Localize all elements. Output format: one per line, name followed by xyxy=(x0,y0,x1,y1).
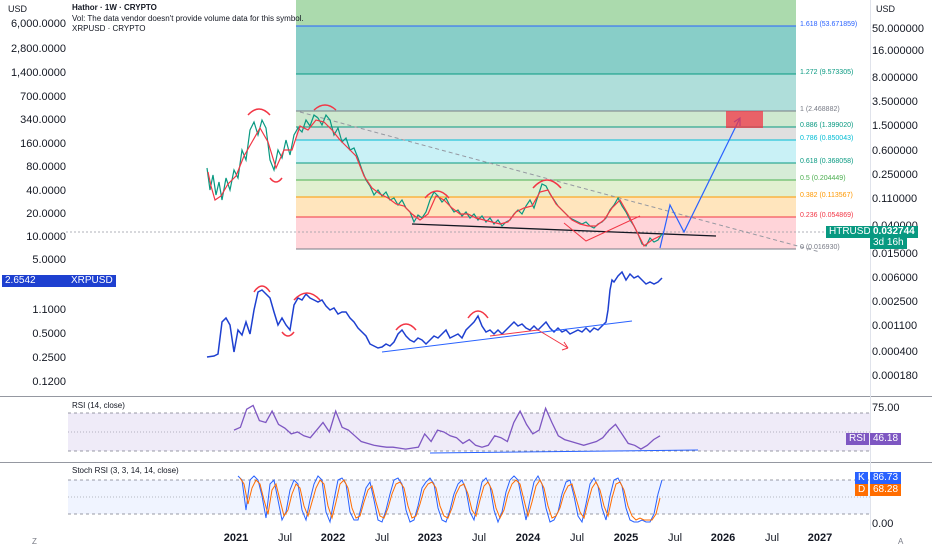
left-tick: 40.0000 xyxy=(26,185,66,197)
left-tick: 0.2500 xyxy=(32,352,66,364)
xrp-symbol: XRPUSD xyxy=(71,275,113,286)
time-tick: 2025 xyxy=(613,532,639,544)
trendline-descending xyxy=(299,111,821,253)
xrp-trendline xyxy=(381,320,633,353)
xrp-price-series xyxy=(206,270,663,358)
fib-label: 0.236 (0.054869) xyxy=(800,212,854,219)
fib-label: 0.886 (1.399020) xyxy=(800,122,854,129)
rsi-axis-tick: 75.00 xyxy=(872,402,900,414)
left-tick: 80.0000 xyxy=(26,161,66,173)
fib-label: 0 (0.016930) xyxy=(800,244,840,251)
xrp-value: 2.6542 xyxy=(5,275,36,286)
currency-left: USD xyxy=(8,4,28,14)
time-tick: Jul xyxy=(569,532,585,544)
right-tick: 0.000180 xyxy=(872,370,918,382)
stoch-title: Stoch RSI (3, 3, 14, 14, close) xyxy=(72,466,179,475)
time-tick: Jul xyxy=(667,532,683,544)
left-tick: 700.0000 xyxy=(20,91,66,103)
right-tick: 0.001100 xyxy=(872,320,918,332)
stoch-rsi-panel[interactable] xyxy=(68,475,870,524)
right-tick: 0.015000 xyxy=(872,248,918,260)
overlay-symbol: XRPUSD · CRYPTO xyxy=(72,24,146,33)
time-tick: Jul xyxy=(277,532,293,544)
right-tick: 0.002500 xyxy=(872,296,918,308)
target-box xyxy=(726,111,763,128)
price-symbol-tag[interactable]: HTRUSD xyxy=(826,226,874,238)
left-tick: 6,000.0000 xyxy=(10,18,66,30)
htr-price-series xyxy=(206,113,663,247)
fib-label: 1 (2.468882) xyxy=(800,106,840,113)
price-symbol: HTRUSD xyxy=(829,226,871,237)
volume-note: Vol: The data vendor doesn't provide vol… xyxy=(72,14,304,23)
time-tick: Jul xyxy=(764,532,780,544)
right-tick: 0.000400 xyxy=(872,346,918,358)
stoch-k-label: K xyxy=(855,472,868,484)
right-tick: 0.600000 xyxy=(872,145,918,157)
time-tick: 2024 xyxy=(515,532,541,544)
stoch-axis-tick: 0.00 xyxy=(872,518,894,530)
rsi-panel[interactable] xyxy=(68,404,870,454)
auto-scale-button[interactable]: A xyxy=(898,537,904,546)
right-tick: 16.000000 xyxy=(872,45,924,57)
left-tick: 0.1200 xyxy=(32,376,66,388)
time-tick: 2022 xyxy=(320,532,346,544)
fib-label: 1.618 (53.671859) xyxy=(800,21,858,28)
rsi-badge-label: RSI xyxy=(846,433,869,445)
left-tick: 1,400.0000 xyxy=(10,67,66,79)
left-tick: 20.0000 xyxy=(26,208,66,220)
left-tick: 160.0000 xyxy=(20,138,66,150)
stoch-d-value: 68.28 xyxy=(870,484,902,496)
left-tick: 2,800.0000 xyxy=(10,43,66,55)
right-tick: 0.110000 xyxy=(872,193,918,205)
stoch-k-line xyxy=(237,475,663,524)
time-tick: Jul xyxy=(471,532,487,544)
stoch-d-label: D xyxy=(855,484,869,496)
left-tick: 5.0000 xyxy=(32,254,66,266)
zoom-toggle-button[interactable]: Z xyxy=(32,537,37,546)
time-tick: 2026 xyxy=(710,532,736,544)
time-tick: Jul xyxy=(374,532,390,544)
fibonacci-retracement[interactable] xyxy=(296,0,796,250)
left-tick: 10.0000 xyxy=(26,231,66,243)
right-tick: 0.250000 xyxy=(872,169,918,181)
countdown: 3d 16h xyxy=(873,237,904,248)
right-tick: 1.500000 xyxy=(872,120,918,132)
left-tick: 340.0000 xyxy=(20,114,66,126)
time-tick: 2021 xyxy=(223,532,249,544)
fib-label: 0.786 (0.850043) xyxy=(800,135,854,142)
fib-label: 1.272 (9.573305) xyxy=(800,69,854,76)
chart-title: Hathor · 1W · CRYPTO xyxy=(72,3,157,12)
right-tick: 50.000000 xyxy=(872,23,924,35)
fib-label: 0.5 (0.204449) xyxy=(800,175,846,182)
time-tick: 2023 xyxy=(417,532,443,544)
countdown-tag: 3d 16h xyxy=(870,237,907,249)
currency-right: USD xyxy=(876,4,896,14)
rsi-trendline xyxy=(429,449,699,454)
right-tick: 8.000000 xyxy=(872,72,918,84)
price-value-tag: 0.032744 xyxy=(870,226,918,238)
rsi-badge-value: 46.18 xyxy=(870,433,902,445)
left-tick: 0.5000 xyxy=(32,328,66,340)
xrp-value-tag: 2.6542 xyxy=(2,275,68,287)
xrp-pattern-annotations xyxy=(253,285,569,351)
trendline-support xyxy=(411,223,717,237)
left-tick: 1.1000 xyxy=(32,304,66,316)
stoch-d-line xyxy=(239,477,661,521)
price-value: 0.032744 xyxy=(873,226,915,237)
rsi-title: RSI (14, close) xyxy=(72,401,125,410)
fib-label: 0.382 (0.113567) xyxy=(800,192,853,199)
stoch-k-value: 86.73 xyxy=(870,472,902,484)
right-tick: 0.006000 xyxy=(872,272,918,284)
time-tick: 2027 xyxy=(807,532,833,544)
htr-pattern-annotations xyxy=(247,104,641,242)
right-tick: 3.500000 xyxy=(872,96,918,108)
rsi-line xyxy=(233,404,661,450)
xrp-symbol-tag[interactable]: XRPUSD xyxy=(68,275,116,287)
fib-label: 0.618 (0.368058) xyxy=(800,158,854,165)
